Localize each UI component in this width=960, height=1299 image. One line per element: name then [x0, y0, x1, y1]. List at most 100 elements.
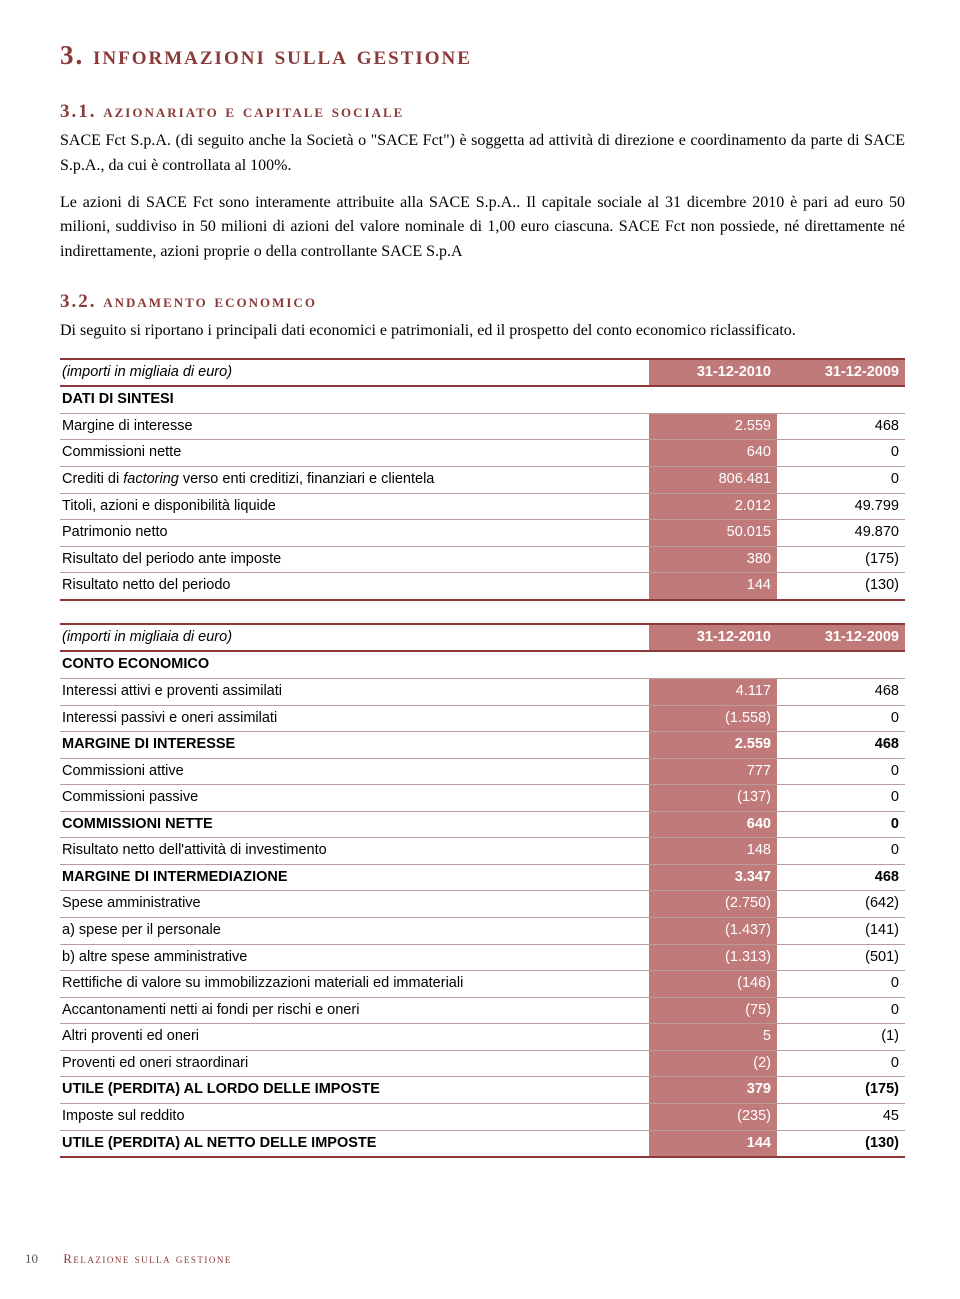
row-value-2010: 144	[649, 573, 777, 600]
row-value-2009: 0	[777, 758, 905, 785]
table-row: Patrimonio netto50.01549.870	[60, 520, 905, 547]
row-value-2009: (1)	[777, 1024, 905, 1051]
row-value-2009: 468	[777, 678, 905, 705]
row-value-2009: 0	[777, 811, 905, 838]
row-value-2010: 144	[649, 1130, 777, 1157]
page-footer: 10 Relazione sulla gestione	[25, 1251, 232, 1267]
row-value-2009: 0	[777, 440, 905, 467]
row-label: MARGINE DI INTERESSE	[60, 732, 649, 759]
row-label: MARGINE DI INTERMEDIAZIONE	[60, 864, 649, 891]
row-value-2009: 468	[777, 864, 905, 891]
row-value-2009: (642)	[777, 891, 905, 918]
row-value-2009: 0	[777, 838, 905, 865]
table-row: Imposte sul reddito(235)45	[60, 1103, 905, 1130]
row-label: Risultato netto del periodo	[60, 573, 649, 600]
table-row: Commissioni passive(137)0	[60, 785, 905, 812]
table-row: COMMISSIONI NETTE6400	[60, 811, 905, 838]
t1-col-2009: 31-12-2009	[777, 359, 905, 387]
section-3-1-heading: 3.1. azionariato e capitale sociale	[60, 101, 905, 123]
table-row: Interessi attivi e proventi assimilati4.…	[60, 678, 905, 705]
row-label: Patrimonio netto	[60, 520, 649, 547]
t1-section-label: DATI DI SINTESI	[60, 386, 649, 413]
row-value-2010: 4.117	[649, 678, 777, 705]
table-row: MARGINE DI INTERMEDIAZIONE3.347468	[60, 864, 905, 891]
row-value-2010: 777	[649, 758, 777, 785]
footer-text: Relazione sulla gestione	[63, 1251, 232, 1266]
row-label: Accantonamenti netti ai fondi per rischi…	[60, 997, 649, 1024]
row-value-2009: 49.799	[777, 493, 905, 520]
row-value-2010: (137)	[649, 785, 777, 812]
table-row: Commissioni nette6400	[60, 440, 905, 467]
row-value-2010: 2.012	[649, 493, 777, 520]
row-value-2010: 640	[649, 811, 777, 838]
row-value-2010: 3.347	[649, 864, 777, 891]
t2-caption: (importi in migliaia di euro)	[60, 624, 649, 652]
table-row: MARGINE DI INTERESSE2.559468	[60, 732, 905, 759]
row-label: Commissioni nette	[60, 440, 649, 467]
t1-caption: (importi in migliaia di euro)	[60, 359, 649, 387]
row-value-2010: 50.015	[649, 520, 777, 547]
row-value-2010: (2)	[649, 1050, 777, 1077]
table-row: Altri proventi ed oneri5(1)	[60, 1024, 905, 1051]
row-value-2009: (501)	[777, 944, 905, 971]
row-label: Rettifiche di valore su immobilizzazioni…	[60, 971, 649, 998]
row-label: Spese amministrative	[60, 891, 649, 918]
row-label: UTILE (PERDITA) AL NETTO DELLE IMPOSTE	[60, 1130, 649, 1157]
row-value-2009: 49.870	[777, 520, 905, 547]
row-value-2010: (1.558)	[649, 705, 777, 732]
section-3-1-para1: SACE Fct S.p.A. (di seguito anche la Soc…	[60, 129, 905, 179]
row-label: Margine di interesse	[60, 413, 649, 440]
table-row: Crediti di factoring verso enti creditiz…	[60, 467, 905, 494]
row-label: COMMISSIONI NETTE	[60, 811, 649, 838]
row-value-2009: 0	[777, 705, 905, 732]
row-value-2010: 640	[649, 440, 777, 467]
row-value-2010: 806.481	[649, 467, 777, 494]
row-value-2010: (1.437)	[649, 918, 777, 945]
table-row: UTILE (PERDITA) AL NETTO DELLE IMPOSTE14…	[60, 1130, 905, 1157]
row-label: Titoli, azioni e disponibilità liquide	[60, 493, 649, 520]
table-row: Interessi passivi e oneri assimilati(1.5…	[60, 705, 905, 732]
row-label: UTILE (PERDITA) AL LORDO DELLE IMPOSTE	[60, 1077, 649, 1104]
table-row: Rettifiche di valore su immobilizzazioni…	[60, 971, 905, 998]
row-value-2010: 380	[649, 546, 777, 573]
document-page: 3. informazioni sulla gestione 3.1. azio…	[0, 0, 960, 1299]
table-row: Commissioni attive7770	[60, 758, 905, 785]
table-row: Risultato netto del periodo144(130)	[60, 573, 905, 600]
t1-col-2010: 31-12-2010	[649, 359, 777, 387]
row-value-2010: 379	[649, 1077, 777, 1104]
table-row: b) altre spese amministrative(1.313)(501…	[60, 944, 905, 971]
table-row: Spese amministrative(2.750)(642)	[60, 891, 905, 918]
row-label: Risultato del periodo ante imposte	[60, 546, 649, 573]
row-value-2009: (175)	[777, 1077, 905, 1104]
row-value-2009: 468	[777, 413, 905, 440]
row-value-2009: (130)	[777, 1130, 905, 1157]
row-value-2010: (2.750)	[649, 891, 777, 918]
table-row: Risultato del periodo ante imposte380(17…	[60, 546, 905, 573]
row-value-2010: (1.313)	[649, 944, 777, 971]
table-row: UTILE (PERDITA) AL LORDO DELLE IMPOSTE37…	[60, 1077, 905, 1104]
row-value-2010: (235)	[649, 1103, 777, 1130]
row-value-2010: (146)	[649, 971, 777, 998]
row-label: b) altre spese amministrative	[60, 944, 649, 971]
row-value-2009: 468	[777, 732, 905, 759]
row-label: Interessi passivi e oneri assimilati	[60, 705, 649, 732]
row-value-2010: 2.559	[649, 413, 777, 440]
row-label: Altri proventi ed oneri	[60, 1024, 649, 1051]
row-value-2010: 2.559	[649, 732, 777, 759]
row-label: Commissioni attive	[60, 758, 649, 785]
t2-col-2009: 31-12-2009	[777, 624, 905, 652]
row-label: Proventi ed oneri straordinari	[60, 1050, 649, 1077]
section-3-2-intro: Di seguito si riportano i principali dat…	[60, 319, 905, 344]
table-row: Accantonamenti netti ai fondi per rischi…	[60, 997, 905, 1024]
row-value-2009: (175)	[777, 546, 905, 573]
table-row: Proventi ed oneri straordinari(2)0	[60, 1050, 905, 1077]
row-value-2010: 5	[649, 1024, 777, 1051]
table-row: Risultato netto dell'attività di investi…	[60, 838, 905, 865]
table-row: Margine di interesse2.559468	[60, 413, 905, 440]
page-number: 10	[25, 1251, 38, 1266]
row-label: a) spese per il personale	[60, 918, 649, 945]
table-row: Titoli, azioni e disponibilità liquide2.…	[60, 493, 905, 520]
section-3-2-heading: 3.2. andamento economico	[60, 291, 905, 313]
table-dati-di-sintesi: (importi in migliaia di euro) 31-12-2010…	[60, 358, 905, 601]
t2-col-2010: 31-12-2010	[649, 624, 777, 652]
